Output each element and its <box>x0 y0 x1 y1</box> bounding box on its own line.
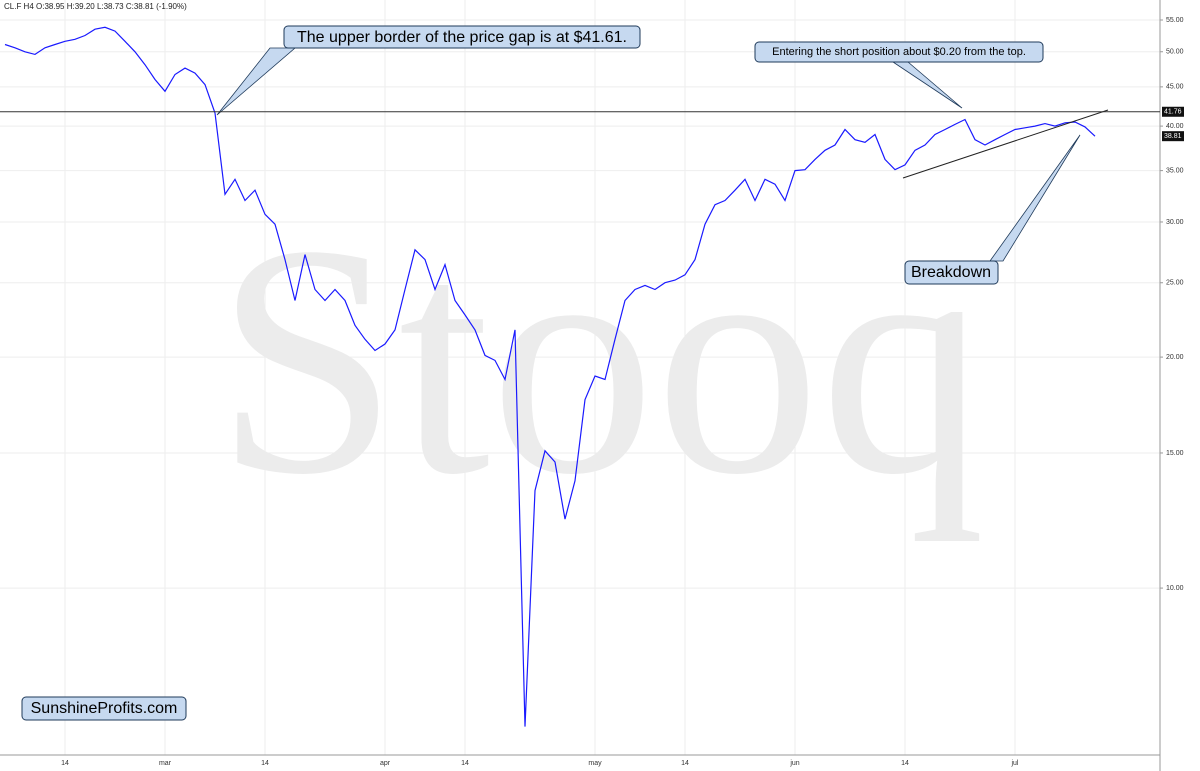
callout-pointer <box>989 134 1081 262</box>
x-tick-label: 14 <box>681 760 689 767</box>
price-tag <box>1162 131 1184 142</box>
annotation-box <box>754 41 1044 63</box>
annotation: Entering the short position about $0.20 … <box>772 46 1026 58</box>
x-tick-label: 14 <box>261 760 269 767</box>
watermark: Stooq <box>215 178 985 543</box>
y-tick-label: 15.00 <box>1166 450 1184 457</box>
grid <box>0 0 1160 755</box>
annotation-box <box>283 25 641 49</box>
level-label: 41.76 <box>1164 109 1182 116</box>
plot <box>4 26 1096 727</box>
x-tick-label: may <box>588 760 602 767</box>
y-tick-label: 40.00 <box>1166 123 1184 130</box>
brand: SunshineProfits.com <box>31 700 178 717</box>
y-tick-label: 50.00 <box>1166 49 1184 56</box>
annotation-box <box>904 260 999 285</box>
x-tick-label: apr <box>380 760 391 767</box>
x-tick-label: jun <box>789 760 799 767</box>
callout-pointer <box>216 47 297 116</box>
x-tick-label: mar <box>159 760 172 767</box>
x-tick-label: 14 <box>61 760 69 767</box>
chart-header: CL.F H4 O:38.95 H:39.20 L:38.73 C:38.81 … <box>4 2 187 11</box>
y-tick-label: 30.00 <box>1166 219 1184 226</box>
x-tick-label: jul <box>1010 760 1018 767</box>
callout-pointer <box>891 61 963 109</box>
x-tick-label: 14 <box>901 760 909 767</box>
y-tick-label: 25.00 <box>1166 280 1184 287</box>
trend-line <box>902 109 1109 179</box>
y-tick-label: 20.00 <box>1166 354 1184 361</box>
y-tick-label: 10.00 <box>1166 585 1184 592</box>
annotation: The upper border of the price gap is at … <box>297 29 627 46</box>
level-tag <box>1162 106 1184 117</box>
x-tick-label: 14 <box>461 760 469 767</box>
y-tick-label: 45.00 <box>1166 84 1184 91</box>
y-tick-label: 55.00 <box>1166 17 1184 24</box>
annotation: Breakdown <box>911 264 991 281</box>
y-tick-label: 35.00 <box>1166 167 1184 174</box>
price-line <box>4 26 1096 727</box>
brand-box <box>21 696 187 721</box>
price-label: 38.81 <box>1164 133 1182 140</box>
